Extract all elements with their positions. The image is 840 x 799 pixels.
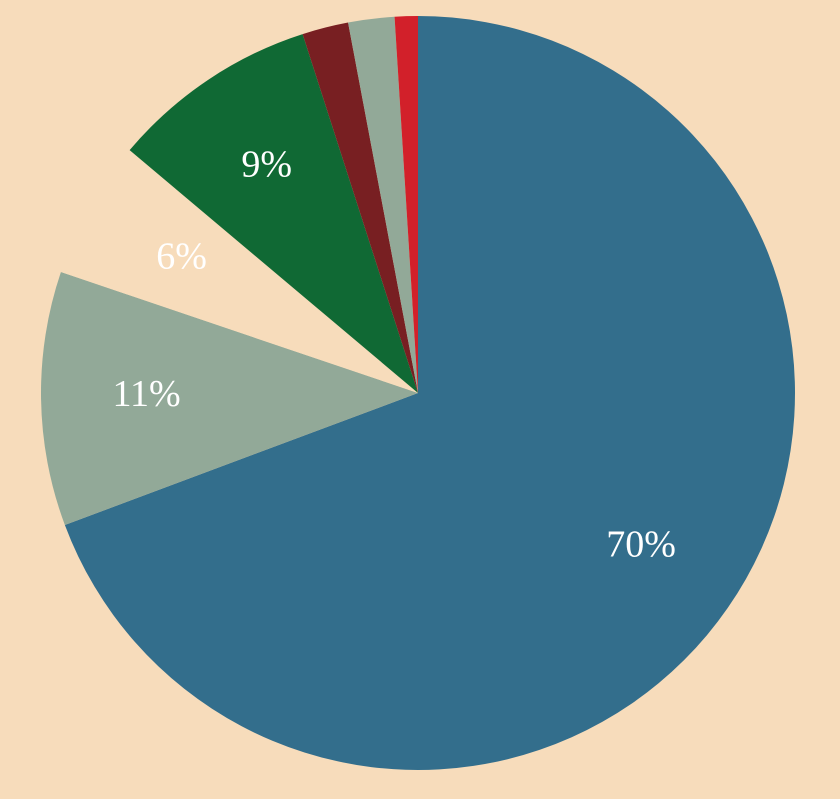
- pie-slice: [129, 34, 419, 393]
- pie-slice: [302, 22, 418, 394]
- slice-label: 70%: [606, 523, 676, 565]
- pie-slice: [60, 150, 418, 393]
- pie-slice: [394, 16, 418, 393]
- slice-label: 9%: [241, 143, 292, 185]
- pie-slice: [348, 16, 418, 393]
- slice-label: 6%: [156, 235, 207, 277]
- pie-slice: [64, 16, 796, 770]
- slice-label: 11%: [112, 373, 180, 415]
- pie-slice: [40, 272, 418, 525]
